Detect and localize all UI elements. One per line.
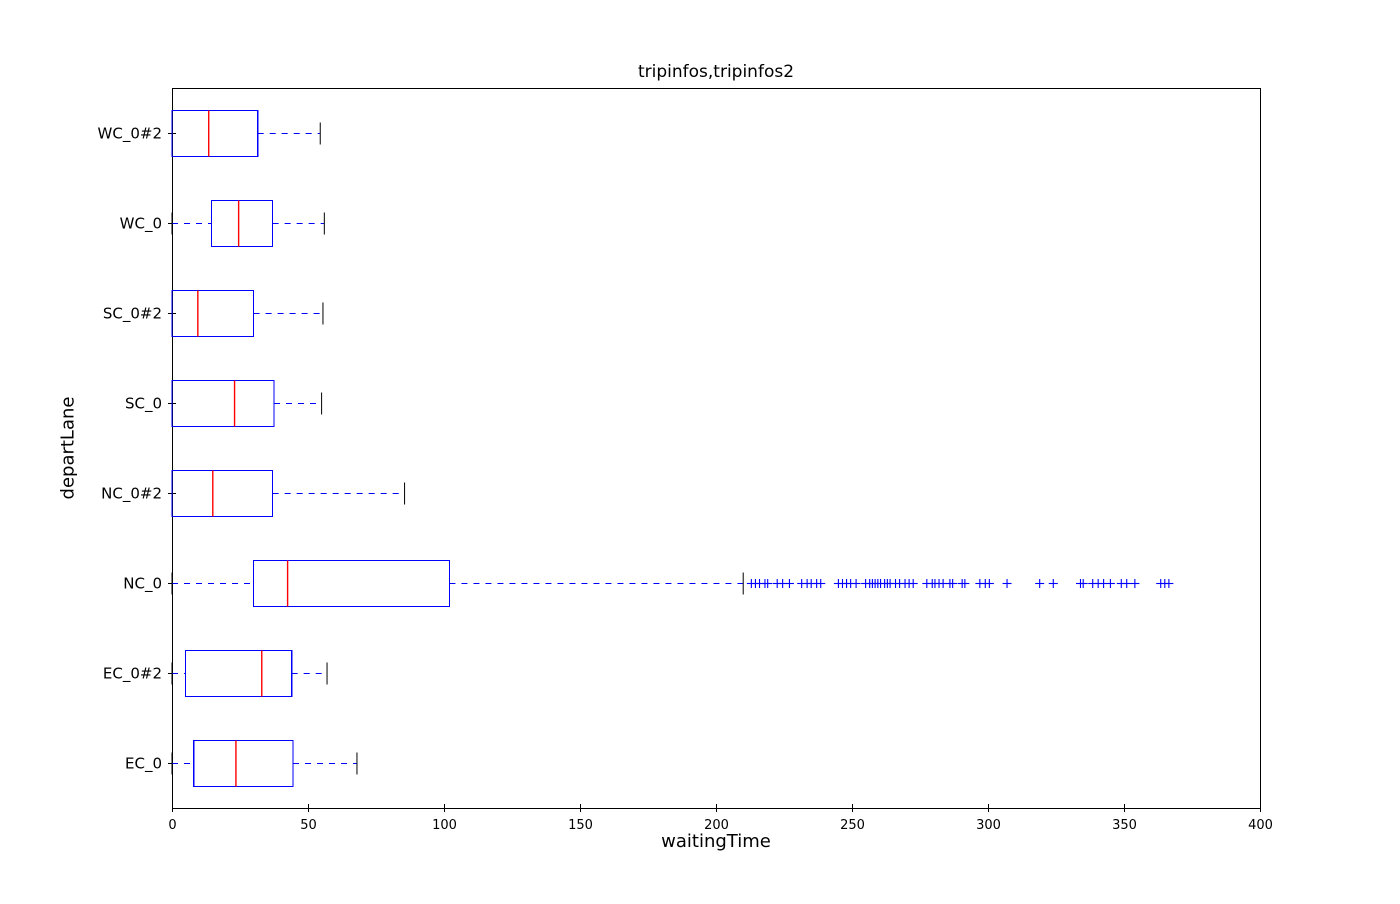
x-axis-label: waitingTime [661,831,771,852]
x-tick-label: 150 [568,818,593,833]
box-SC_0 [171,379,275,428]
box-EC_0 [193,739,294,788]
x-tick-label: 350 [1112,818,1137,833]
box-NC_0#2 [171,469,274,518]
x-tick-label: 200 [704,818,729,833]
chart-title: tripinfos,tripinfos2 [637,62,795,82]
y-tick-label: SC_0 [125,395,162,414]
x-tick-label: 100 [432,818,457,833]
y-tick-label: NC_0#2 [101,485,162,504]
x-tick-label: 400 [1248,818,1273,833]
y-tick-label: EC_0 [125,755,162,774]
box-SC_0#2 [171,289,255,338]
box-WC_0 [210,199,274,248]
x-tick-label: 0 [168,818,176,833]
box-EC_0#2 [185,649,293,698]
y-tick-label: EC_0#2 [103,665,162,684]
box-NC_0 [253,559,451,608]
y-axis-label: departLane [57,396,79,500]
y-tick-label: SC_0#2 [103,305,162,324]
y-tick-label: NC_0 [123,575,162,594]
box-WC_0#2 [171,109,259,158]
x-tick-label: 300 [976,818,1001,833]
x-tick-label: 250 [840,818,865,833]
y-tick-label: WC_0 [120,215,162,234]
axes-frame [172,88,1261,809]
x-tick-label: 50 [300,818,317,833]
y-tick-label: WC_0#2 [98,125,162,144]
